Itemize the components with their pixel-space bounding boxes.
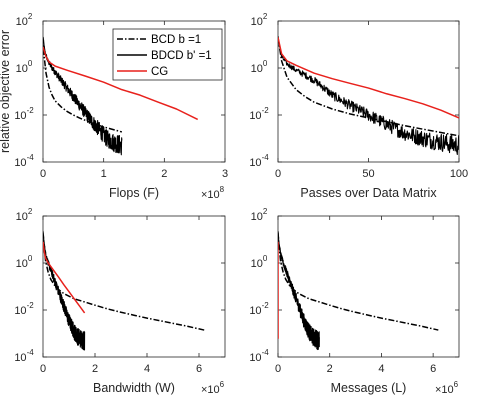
legend-entry-label: CG <box>151 66 168 78</box>
series-line-3 <box>278 37 459 119</box>
y-tick-exponent: -2 <box>262 106 270 115</box>
x-axis-multiplier: ×106 <box>201 380 225 396</box>
y-tick-label: 100 <box>251 59 268 75</box>
y-tick-base: 10 <box>249 305 261 317</box>
plot-area-frame <box>42 20 226 163</box>
y-tick-label: 10-4 <box>14 153 34 169</box>
x-tick-label: 2 <box>161 168 167 180</box>
y-tick-base: 10 <box>249 157 261 169</box>
y-tick-exponent: -4 <box>262 153 270 162</box>
y-axis-label: relative objective error <box>0 30 12 153</box>
x-tick-label: 4 <box>378 363 384 375</box>
y-tick-exponent: -4 <box>27 348 35 357</box>
y-tick-base: 10 <box>16 258 28 270</box>
y-tick-label: 102 <box>251 12 268 28</box>
y-tick-base: 10 <box>14 352 26 364</box>
x-tick-label: 50 <box>362 168 374 180</box>
plot-area-frame <box>42 215 226 358</box>
y-tick-label: 100 <box>16 254 33 270</box>
series-line-2 <box>43 36 123 156</box>
plot-area-frame <box>277 215 460 358</box>
x-axis-multiplier: ×108 <box>201 185 225 201</box>
x-tick-label: 1 <box>101 168 107 180</box>
y-tick-label: 10-2 <box>14 106 34 122</box>
x-axis-label: Passes over Data Matrix <box>300 186 437 200</box>
y-tick-label: 102 <box>16 207 33 223</box>
series-line-3 <box>43 241 86 314</box>
y-tick-base: 10 <box>14 157 26 169</box>
y-tick-base: 10 <box>16 211 28 223</box>
series-line-2 <box>43 230 86 351</box>
x-tick-label: 4 <box>144 363 150 375</box>
y-tick-label: 100 <box>251 254 268 270</box>
y-tick-base: 10 <box>251 16 263 28</box>
y-tick-base: 10 <box>249 352 261 364</box>
y-tick-exponent: 2 <box>28 12 33 21</box>
y-tick-exponent: -4 <box>262 348 270 357</box>
x-axis-label: Messages (L) <box>331 381 407 395</box>
y-tick-exponent: -2 <box>27 106 35 115</box>
x-tick-label: 0 <box>40 363 46 375</box>
x-axis-label: Flops (F) <box>109 186 159 200</box>
y-tick-label: 10-4 <box>249 153 269 169</box>
x-tick-label: 2 <box>327 363 333 375</box>
y-tick-exponent: 0 <box>263 254 268 263</box>
series-line-2 <box>278 231 320 351</box>
series-line-2 <box>278 35 459 155</box>
x-tick-label: 2 <box>92 363 98 375</box>
legend: BCD b =1 BDCD b' =1 CG <box>112 28 223 81</box>
y-tick-exponent: 0 <box>28 59 33 68</box>
x-tick-label: 0 <box>275 168 281 180</box>
y-tick-base: 10 <box>251 211 263 223</box>
series-line-1 <box>43 232 205 331</box>
y-tick-label: 10-4 <box>249 348 269 364</box>
y-tick-label: 102 <box>16 12 33 28</box>
x-tick-label: 6 <box>430 363 436 375</box>
series-line-1 <box>278 232 439 331</box>
series-line-1 <box>278 37 459 137</box>
y-tick-label: 10-4 <box>14 348 34 364</box>
y-tick-exponent: -2 <box>262 301 270 310</box>
y-tick-exponent: 2 <box>263 207 268 216</box>
x-tick-label: 0 <box>40 168 46 180</box>
x-tick-label: 6 <box>196 363 202 375</box>
y-tick-exponent: 2 <box>263 12 268 21</box>
y-tick-base: 10 <box>14 110 26 122</box>
x-axis-multiplier: ×106 <box>435 380 459 396</box>
y-tick-base: 10 <box>251 258 263 270</box>
y-tick-label: 10-2 <box>14 301 34 317</box>
plot-area-frame <box>277 20 460 163</box>
y-tick-label: 102 <box>251 207 268 223</box>
y-tick-base: 10 <box>14 305 26 317</box>
y-tick-base: 10 <box>251 63 263 75</box>
x-tick-label: 0 <box>275 363 281 375</box>
x-tick-label: 3 <box>222 168 228 180</box>
y-tick-exponent: -2 <box>27 301 35 310</box>
y-tick-exponent: 0 <box>28 254 33 263</box>
legend-entry-label: BDCD b' =1 <box>151 50 212 62</box>
y-tick-exponent: -4 <box>27 153 35 162</box>
x-axis-label: Bandwidth (W) <box>93 381 175 395</box>
y-tick-label: 10-2 <box>249 301 269 317</box>
series-line-3 <box>43 46 199 121</box>
y-tick-base: 10 <box>16 63 28 75</box>
y-tick-base: 10 <box>249 110 261 122</box>
y-tick-label: 100 <box>16 59 33 75</box>
legend-entry-label: BCD b =1 <box>151 34 201 46</box>
y-tick-label: 10-2 <box>249 106 269 122</box>
y-tick-exponent: 0 <box>263 59 268 68</box>
y-tick-base: 10 <box>16 16 28 28</box>
y-tick-exponent: 2 <box>28 207 33 216</box>
x-tick-label: 100 <box>450 168 468 180</box>
